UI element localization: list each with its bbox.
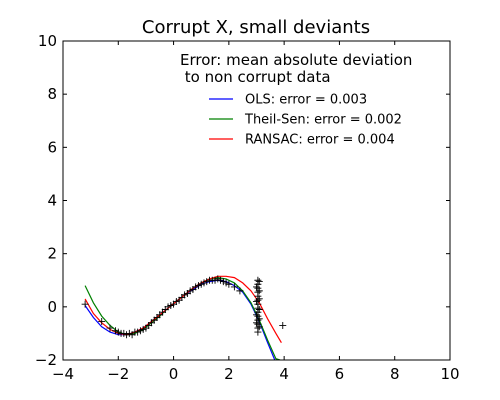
legend: Error: mean absolute deviation to non co…: [180, 51, 412, 148]
scatter-point-45: [230, 283, 238, 291]
scatter-point-1: [98, 317, 106, 325]
scatter-point-71: [279, 321, 287, 329]
chart-title: Corrupt X, small deviants: [142, 17, 370, 38]
scatter-point-62: [255, 287, 263, 295]
series-line-0: [84, 279, 276, 360]
y-tick-label-0: −2: [35, 351, 57, 369]
scatter-layer: [81, 275, 287, 339]
y-tick-label-3: 4: [47, 192, 57, 210]
x-tick-label-2: 0: [169, 365, 179, 383]
x-tick-label-0: −4: [52, 365, 74, 383]
scatter-point-2: [106, 324, 114, 332]
scatter-point-61: [255, 278, 263, 286]
x-tick-label-6: 8: [390, 365, 400, 383]
series-layer: [84, 275, 282, 360]
x-tick-label-1: −2: [107, 365, 129, 383]
x-tick-label-7: 10: [440, 365, 459, 383]
y-tick-label-1: 0: [47, 298, 57, 316]
legend-label-1: Theil-Sen: error = 0.002: [244, 113, 402, 128]
scatter-point-46: [236, 287, 244, 295]
scatter-point-67: [253, 283, 260, 291]
scatter-point-69: [253, 311, 260, 319]
scatter-point-0: [81, 300, 89, 308]
y-tick-label-6: 10: [38, 32, 57, 50]
y-tick-label-4: 6: [47, 138, 57, 156]
scatter-point-44: [225, 280, 233, 288]
scatter-point-66: [255, 323, 263, 331]
series-line-2: [84, 275, 282, 344]
y-tick-label-5: 8: [47, 85, 57, 103]
y-tick-label-2: 2: [47, 245, 57, 263]
scatter-point-70: [253, 319, 260, 327]
legend-title-line-2: to non corrupt data: [180, 68, 331, 86]
legend-title-line-1: Error: mean absolute deviation: [180, 51, 412, 69]
legend-label-2: RANSAC: error = 0.004: [245, 133, 395, 148]
x-tick-label-3: 2: [224, 365, 234, 383]
x-tick-label-5: 6: [335, 365, 345, 383]
legend-label-0: OLS: error = 0.003: [245, 93, 367, 108]
scatter-point-65: [255, 315, 263, 323]
scatter-point-64: [255, 305, 263, 313]
scatter-point-68: [253, 298, 260, 306]
scatter-point-60: [254, 328, 262, 336]
x-tick-label-4: 4: [279, 365, 289, 383]
